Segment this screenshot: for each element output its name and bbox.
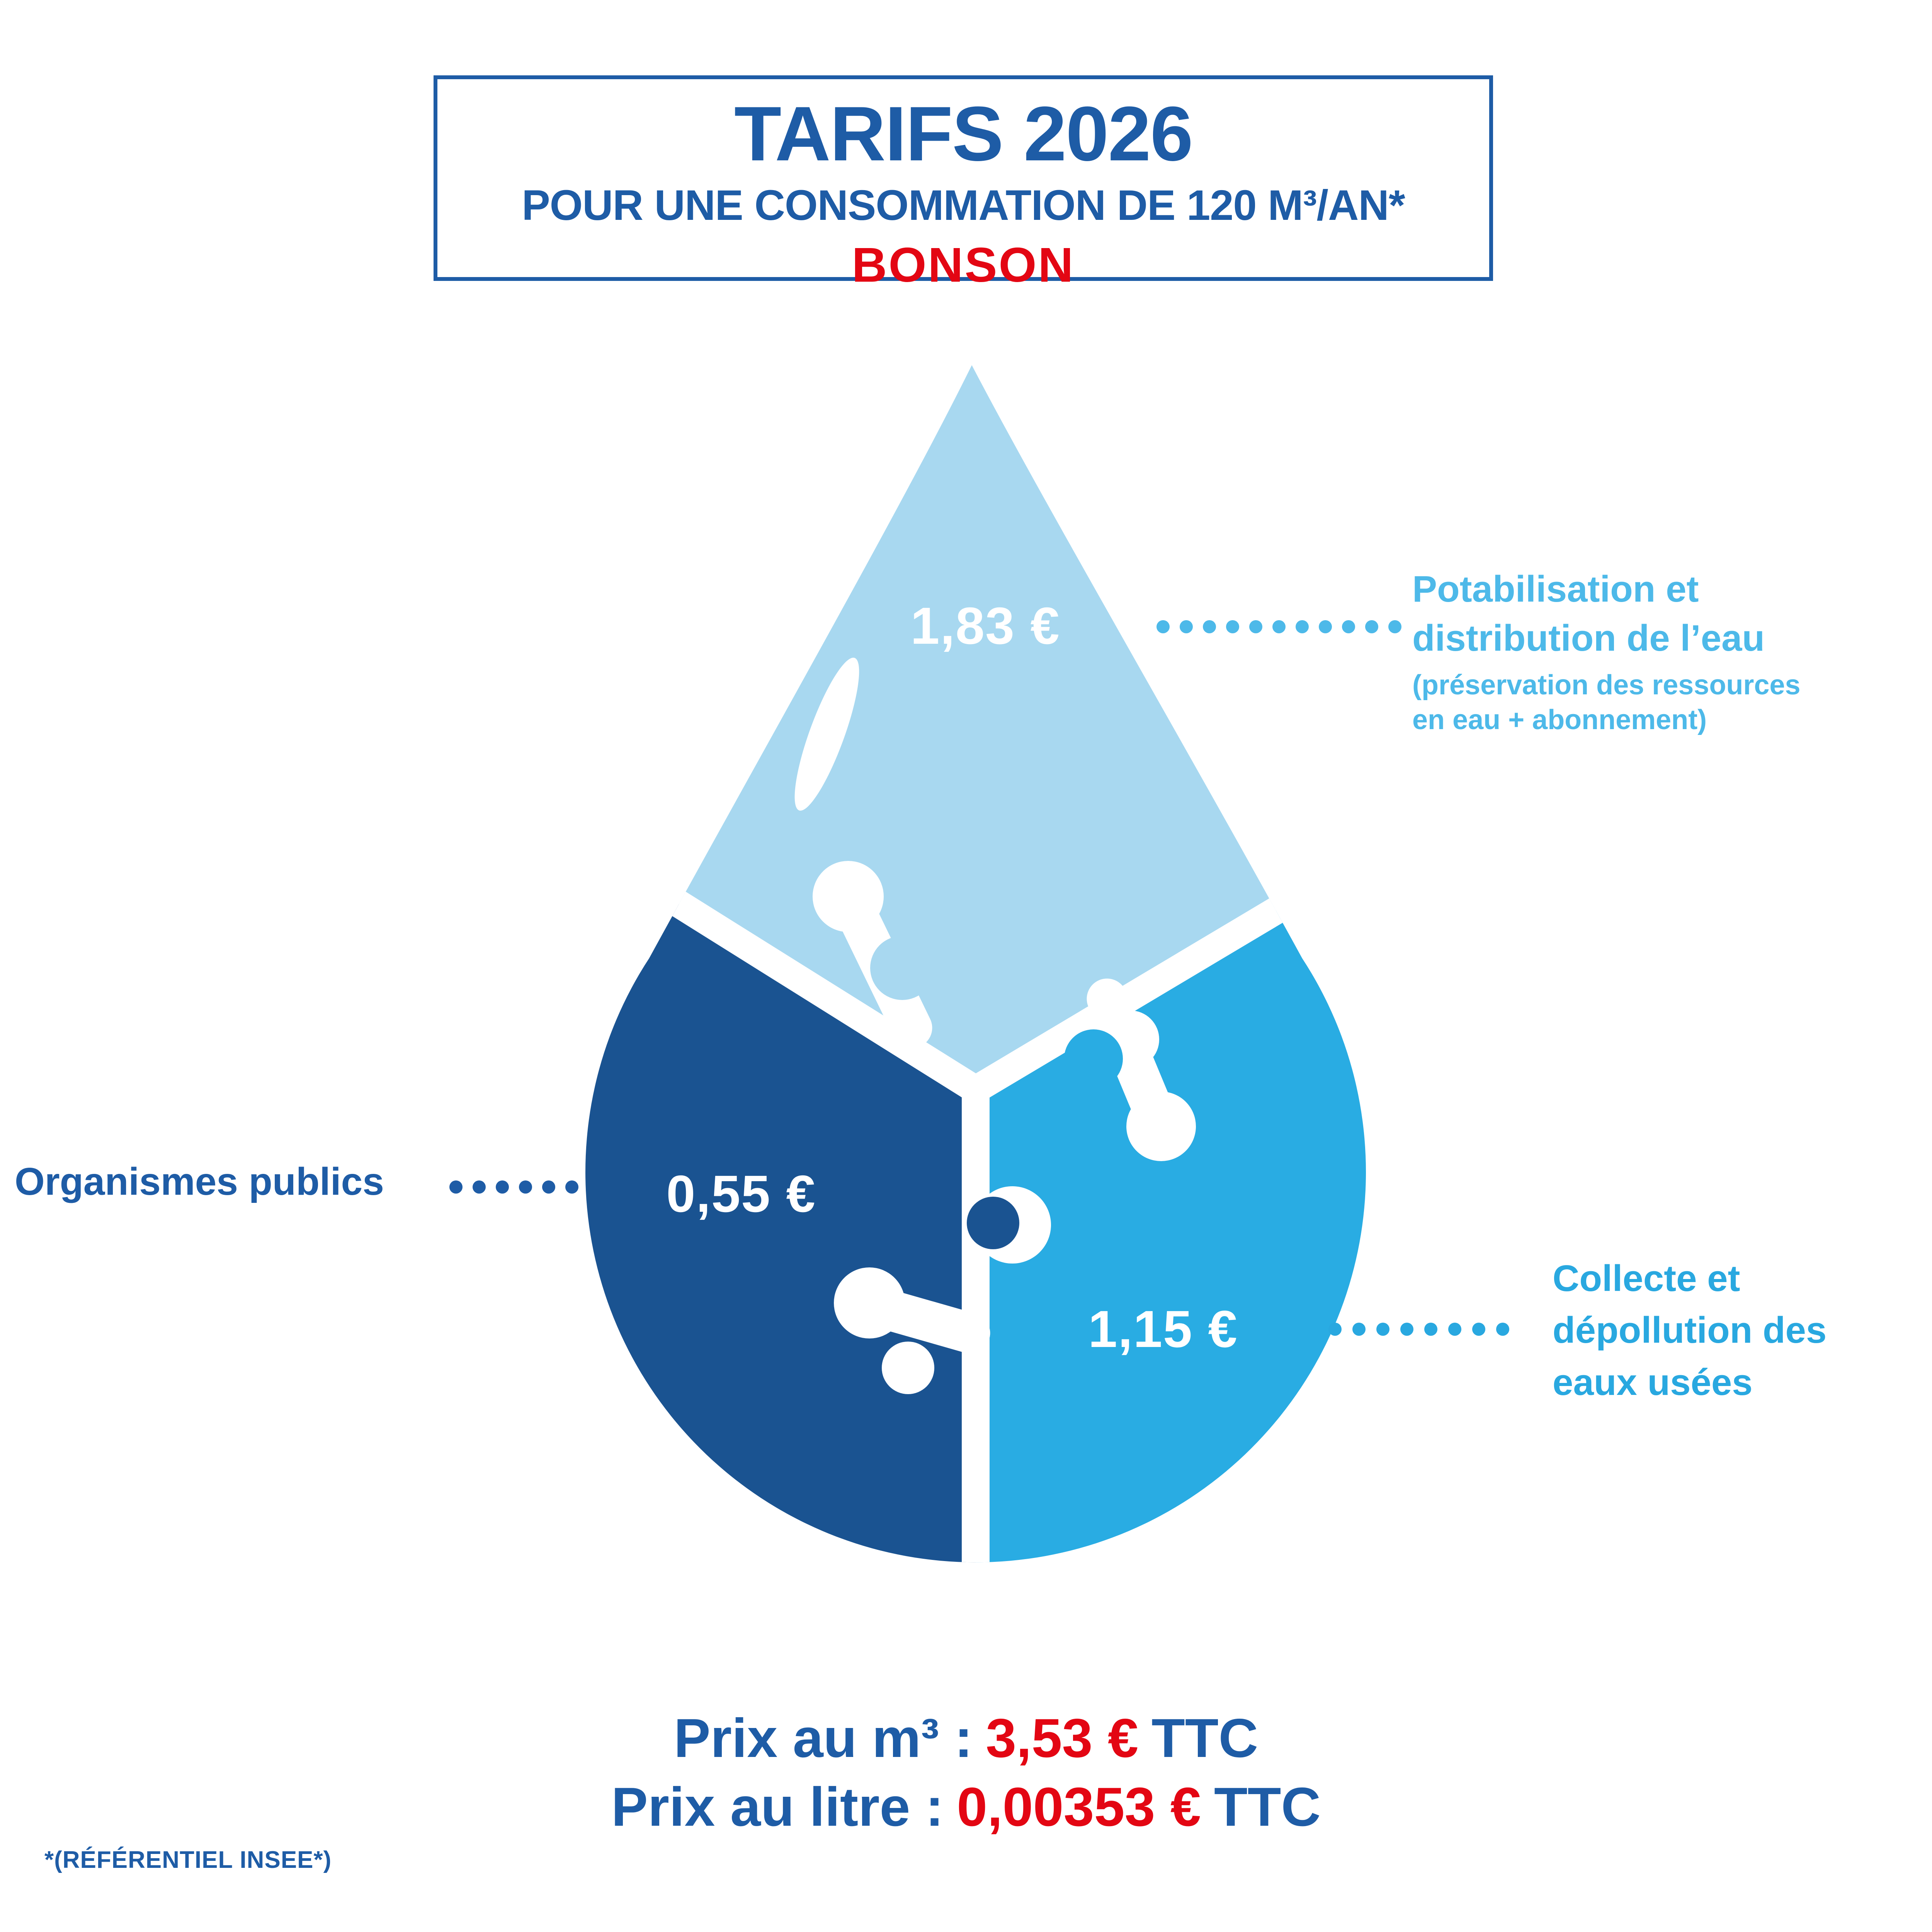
value-collecte: 1,15 € <box>1088 1300 1238 1358</box>
annotation-collecte-line1: Collecte et <box>1553 1258 1740 1299</box>
total-price-m3: Prix au m³ :3,53 € TTC <box>0 1711 1932 1766</box>
page-title: TARIFS 2026 <box>734 91 1193 177</box>
total-m3-suffix: TTC <box>1151 1708 1259 1769</box>
page-subtitle: POUR UNE CONSOMMATION DE 120 M³/AN* <box>522 182 1405 229</box>
leader-dots-collecte <box>1328 1323 1509 1336</box>
segment-potabilisation <box>585 365 1366 1090</box>
leader-dots-potabilisation <box>1156 620 1401 633</box>
puzzle-tab-light <box>870 936 934 1000</box>
annotation-potabilisation-note1: (préservation des ressources <box>1412 670 1801 701</box>
total-m3-value: 3,53 € <box>986 1708 1139 1769</box>
annotation-potabilisation-line1: Potabilisation et <box>1412 568 1699 610</box>
annotation-potabilisation-line2: distribution de l’eau <box>1412 617 1765 659</box>
puzzle-tab-dark <box>967 1197 1019 1249</box>
total-m3-label: Prix au m³ : <box>673 1708 973 1769</box>
title-box: TARIFS 2026 POUR UNE CONSOMMATION DE 120… <box>434 75 1493 289</box>
commune-name: BONSON <box>852 238 1075 292</box>
annotation-collecte-line3: eaux usées <box>1553 1361 1753 1403</box>
puzzle-tab-medium <box>1064 1029 1123 1088</box>
total-litre-value: 0,00353 € <box>957 1776 1201 1838</box>
annotation-potabilisation-note2: en eau + abonnement) <box>1412 704 1707 735</box>
annotation-potabilisation: Potabilisation et distribution de l’eau … <box>1412 565 1930 737</box>
annotation-collecte: Collecte et dépollution des eaux usées <box>1553 1253 1931 1408</box>
annotation-organismes: Organismes publics <box>15 1160 384 1203</box>
total-price-litre: Prix au litre :0,00353 € TTC <box>0 1780 1932 1835</box>
total-litre-label: Prix au litre : <box>611 1776 944 1838</box>
leader-dots-organismes <box>449 1180 578 1194</box>
drop-shine-highlight <box>794 658 859 811</box>
annotation-collecte-line2: dépollution des <box>1553 1310 1827 1351</box>
footnote-insee: *(RÉFÉRENTIEL INSEE*) <box>44 1847 332 1873</box>
value-organismes: 0,55 € <box>666 1165 816 1223</box>
total-litre-suffix: TTC <box>1214 1776 1321 1838</box>
value-potabilisation: 1,83 € <box>910 597 1060 655</box>
